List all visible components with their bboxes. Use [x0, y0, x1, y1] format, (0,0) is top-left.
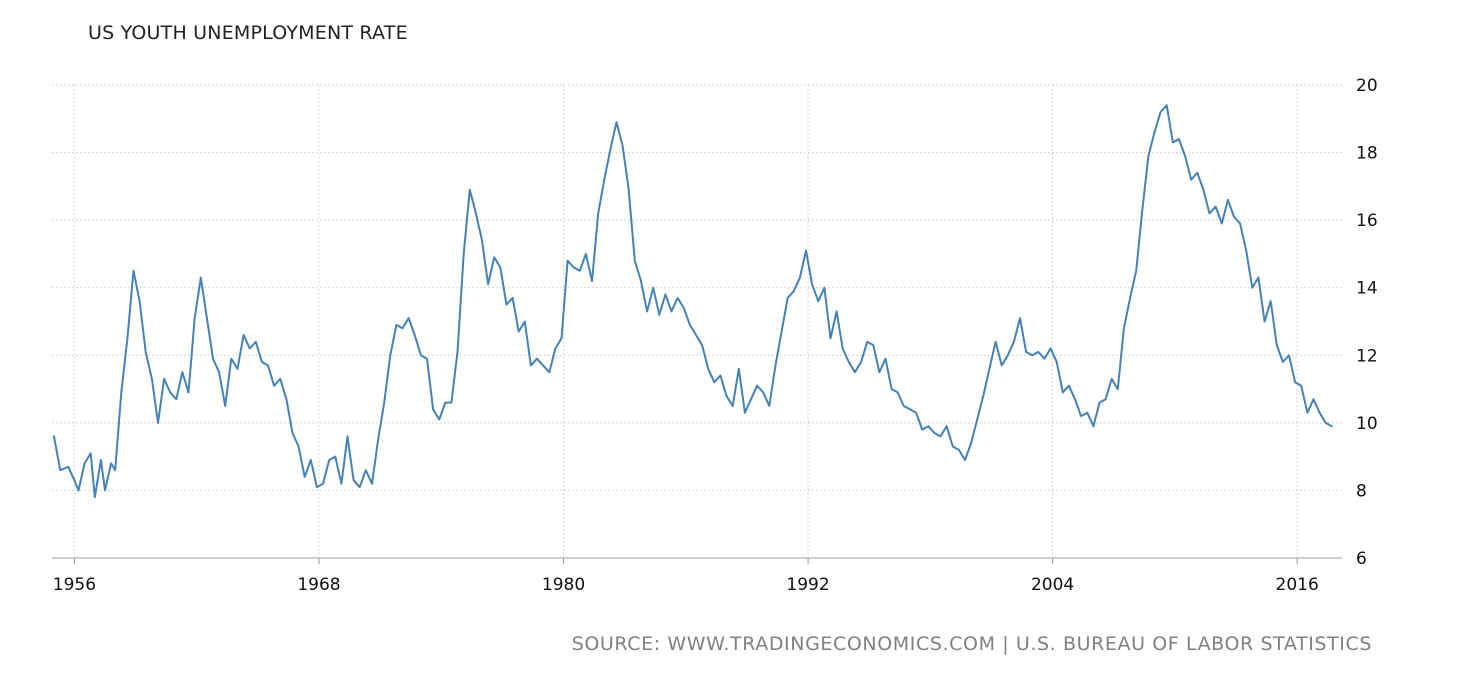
- chart-axes: [52, 557, 1342, 564]
- y-tick-label: 14: [1356, 279, 1378, 299]
- y-tick-label: 10: [1356, 414, 1378, 434]
- y-tick-label: 6: [1356, 549, 1367, 569]
- x-axis-labels: 1956 1968 1980 1992 2004 2016: [53, 575, 1319, 595]
- x-tick-label: 1980: [542, 575, 585, 595]
- source-credit: SOURCE: WWW.TRADINGECONOMICS.COM | U.S. …: [571, 633, 1372, 655]
- y-tick-label: 18: [1356, 144, 1378, 164]
- series-line: [53, 104, 1333, 499]
- x-tick-label: 2016: [1276, 575, 1319, 595]
- chart-title: US YOUTH UNEMPLOYMENT RATE: [88, 22, 408, 44]
- x-tick-label: 1968: [297, 575, 340, 595]
- y-tick-label: 16: [1356, 211, 1378, 231]
- x-tick-label: 1956: [53, 575, 96, 595]
- x-tick-label: 2004: [1031, 575, 1074, 595]
- y-tick-label: 12: [1356, 346, 1378, 366]
- y-tick-label: 20: [1356, 76, 1378, 96]
- chart-grid: [52, 84, 1342, 558]
- x-tick-label: 1992: [786, 575, 829, 595]
- chart-series: [53, 104, 1333, 499]
- y-tick-label: 8: [1356, 481, 1367, 501]
- y-axis-labels: 6 8 10 12 14 16 18 20: [1356, 76, 1378, 569]
